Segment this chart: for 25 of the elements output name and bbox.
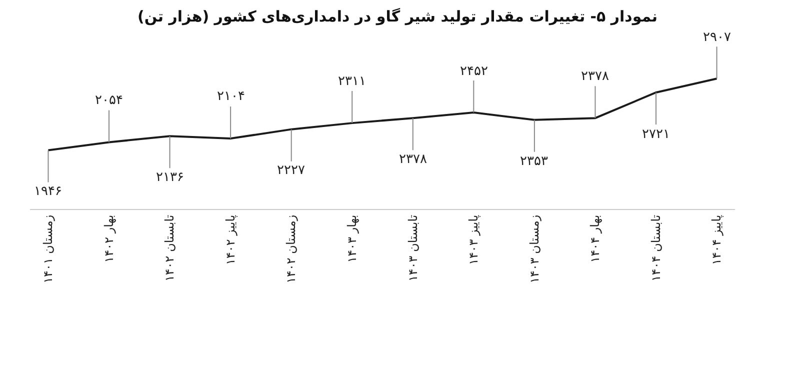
data-label: ۲۴۵۲ xyxy=(460,64,488,79)
data-label: ۲۳۷۸ xyxy=(581,69,609,84)
x-tick-label: بهار ۱۴۰۲ xyxy=(102,214,116,263)
data-label: ۲۱۳۶ xyxy=(156,170,184,185)
data-label: ۲۰۵۴ xyxy=(95,93,123,108)
x-tick-label: تابستان ۱۴۰۲ xyxy=(162,214,177,282)
x-tick-label: بهار ۱۴۰۴ xyxy=(588,214,602,263)
data-label: ۲۲۲۷ xyxy=(277,163,305,178)
x-tick-label: پاییز ۱۴۰۲ xyxy=(223,214,238,265)
data-label: ۲۷۲۱ xyxy=(642,127,670,142)
chart-title: نمودار ۵- تغییرات مقدار تولید شیر گاو در دامداری‌های کشور (هزار تن) xyxy=(138,8,658,26)
x-tick-label: زمستان ۱۴۰۲ xyxy=(284,214,298,284)
data-label: ۲۳۷۸ xyxy=(399,152,427,167)
data-label: ۲۳۵۳ xyxy=(520,154,548,169)
data-label: ۲۹۰۷ xyxy=(703,30,731,45)
x-tick-label: زمستان ۱۴۰۱ xyxy=(41,214,56,284)
data-label: ۲۳۱۱ xyxy=(338,74,366,89)
x-tick-label: تابستان ۱۴۰۳ xyxy=(406,214,420,282)
x-tick-label: پاییز ۱۴۰۳ xyxy=(466,214,481,265)
data-label: ۲۱۰۴ xyxy=(217,89,245,104)
x-tick-label: پاییز ۱۴۰۴ xyxy=(710,214,724,265)
data-label: ۱۹۴۶ xyxy=(34,184,62,199)
x-tick-label: زمستان ۱۴۰۳ xyxy=(527,214,542,284)
x-tick-label: تابستان ۱۴۰۴ xyxy=(648,214,663,282)
x-tick-label: بهار ۱۴۰۳ xyxy=(345,214,360,263)
